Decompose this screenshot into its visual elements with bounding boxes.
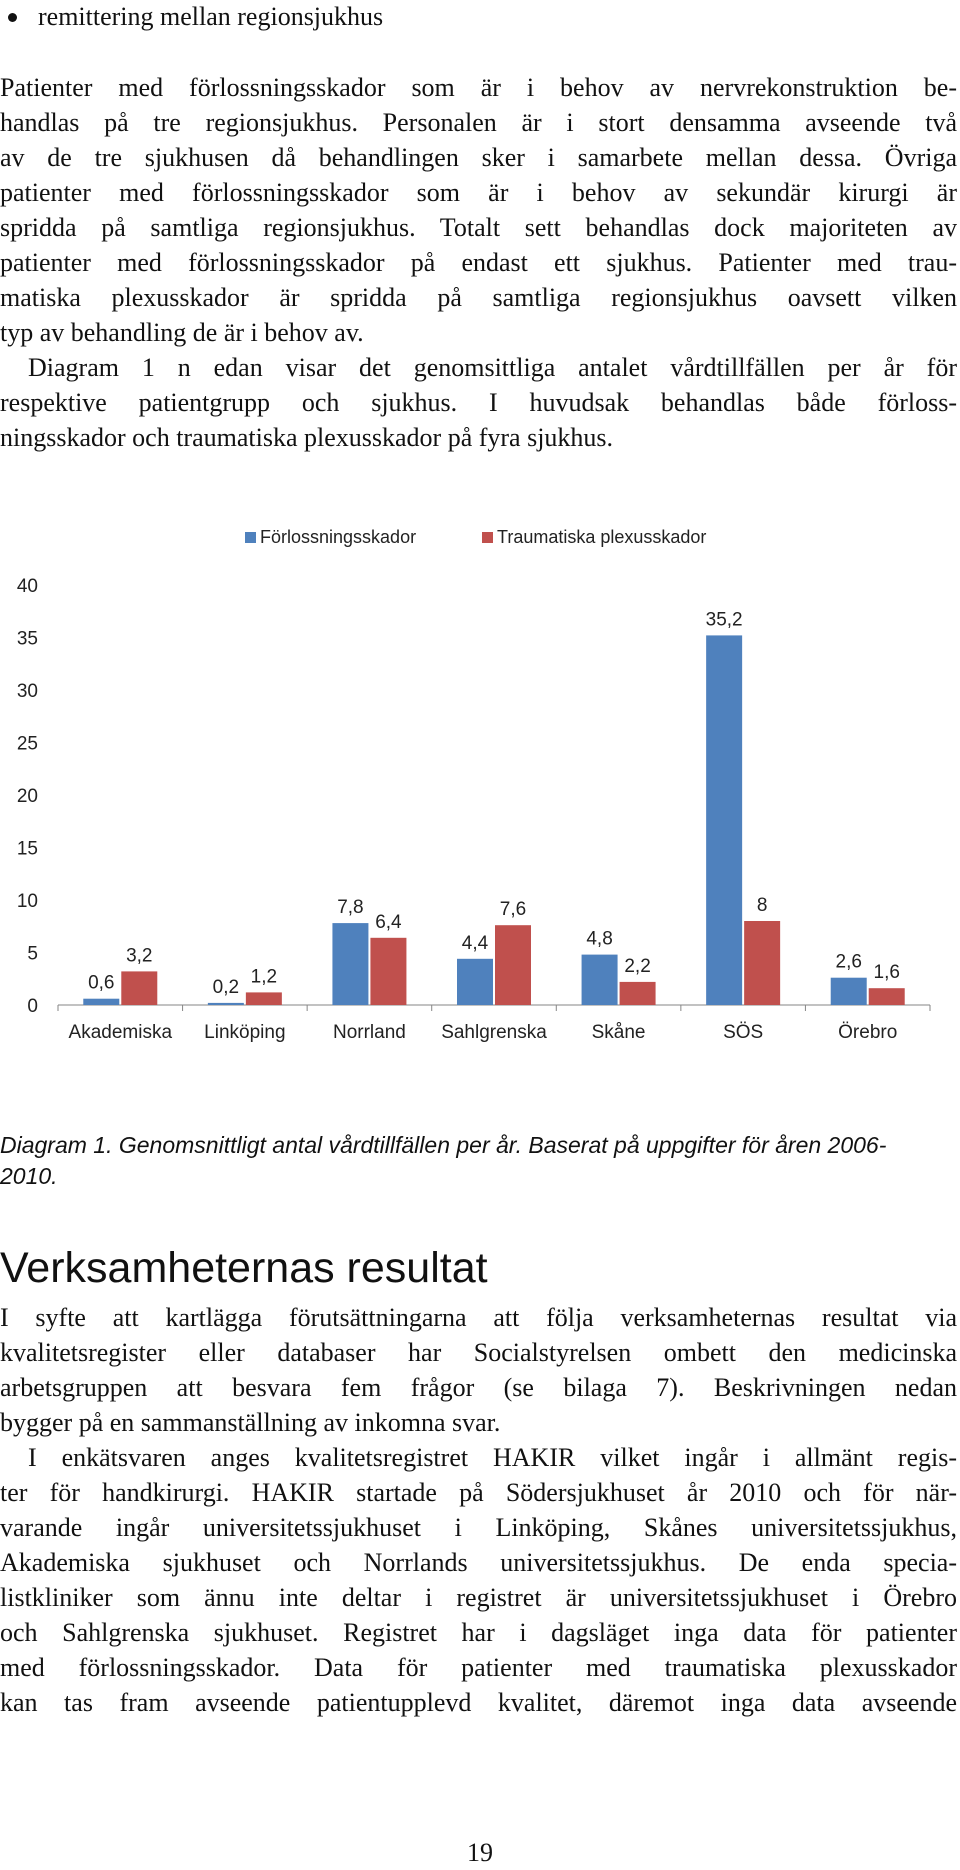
x-tick-label: SÖS: [723, 1022, 763, 1043]
paragraph-line: Diagram 1 n edan visar det genomsittliga…: [28, 353, 957, 382]
paragraph-line: kvalitetsregister eller databaser har So…: [0, 1338, 957, 1367]
paragraph-line: typ av behandling de är i behov av.: [0, 318, 364, 347]
legend-label: Förlossningsskador: [260, 527, 416, 547]
bar-forlossningsskador: [457, 958, 493, 1005]
y-tick-label: 35: [17, 629, 38, 650]
paragraph-line: patienter med förlossningsskador på enda…: [0, 248, 957, 277]
paragraph-line: arbetsgruppen att besvara fem frågor (se…: [0, 1373, 957, 1402]
chart-svg: 0 5 10 15 20 25 30 35 40 Akademiska 0,6 3,2 Linköpin…: [17, 527, 931, 1043]
page-number: 19: [467, 1838, 493, 1867]
paragraph-2: Diagram 1 n edan visar det genomsittliga…: [0, 350, 957, 455]
x-tick-label: Örebro: [838, 1022, 897, 1043]
data-label: 8: [757, 895, 768, 916]
bullet-dot-icon: [8, 13, 17, 22]
paragraph-line: varande ingår universitetssjukhuset i Li…: [0, 1513, 957, 1542]
bar-traumatiska: [495, 925, 531, 1005]
data-label: 4,4: [462, 933, 489, 954]
data-label: 2,6: [836, 952, 862, 973]
bar-forlossningsskador: [83, 998, 120, 1005]
paragraph-line: Akademiska sjukhuset och Norrlands unive…: [0, 1548, 957, 1577]
y-tick-label: 30: [17, 681, 38, 702]
x-tick-label: Norrland: [333, 1022, 406, 1043]
paragraph-4: I enkätsvaren anges kvalitetsregistret H…: [0, 1440, 957, 1720]
y-tick-label: 0: [27, 996, 38, 1017]
paragraph-line: listkliniker som ännu inte deltar i regi…: [0, 1583, 957, 1612]
data-label: 4,8: [586, 929, 612, 950]
x-tick-label: Linköping: [204, 1022, 285, 1043]
paragraph-line: I syfte att kartlägga förutsättningarna …: [0, 1303, 957, 1332]
paragraph-line: kan tas fram avseende patientupplevd kva…: [0, 1688, 957, 1717]
paragraph-line: handlas på tre regionsjukhus. Personalen…: [0, 108, 957, 137]
legend-swatch: [482, 532, 493, 543]
bar-forlossningsskador: [581, 954, 618, 1005]
bar-traumatiska: [121, 971, 158, 1005]
bar-traumatiska: [370, 937, 407, 1005]
data-label: 7,6: [500, 899, 526, 920]
y-tick-label: 10: [17, 891, 38, 912]
paragraph-line: matiska plexusskador är spridda på samtl…: [0, 283, 957, 312]
figure-caption: Diagram 1. Genomsnittligt antal vårdtill…: [0, 1132, 887, 1189]
bar-forlossningsskador: [207, 1002, 244, 1005]
data-label: 1,2: [251, 966, 277, 987]
bar-forlossningsskador: [706, 635, 743, 1005]
legend-label: Traumatiska plexusskador: [497, 527, 706, 547]
section-heading: Verksamheternas resultat: [0, 1244, 488, 1292]
data-label: 3,2: [126, 945, 152, 966]
bar-traumatiska: [744, 921, 781, 1005]
data-label: 1,6: [874, 962, 900, 983]
y-tick-label: 5: [27, 944, 38, 965]
bar-forlossningsskador: [332, 923, 369, 1005]
bar-chart: 0 5 10 15 20 25 30 35 40 Akademiska 0,6 3,2 Linköpin…: [0, 515, 960, 1060]
x-tick-label: Sahlgrenska: [441, 1022, 547, 1043]
x-tick-label: Akademiska: [69, 1022, 173, 1043]
paragraph-line: bygger på en sammanställning av inkomna …: [0, 1408, 501, 1437]
bar-traumatiska: [868, 988, 905, 1005]
paragraph-3: I syfte att kartlägga förutsättningarna …: [0, 1300, 957, 1440]
legend-swatch: [245, 532, 256, 543]
data-label: 7,8: [337, 897, 363, 918]
paragraph-line: Patienter med förlossningsskador som är …: [0, 73, 957, 102]
paragraph-1: Patienter med förlossningsskador som är …: [0, 70, 957, 350]
paragraph-line: med förlossningsskador. Data för patient…: [0, 1653, 957, 1682]
data-label: 6,4: [375, 912, 402, 933]
paragraph-line: ter för handkirurgi. HAKIR startade på S…: [0, 1478, 957, 1507]
data-label: 0,2: [213, 977, 239, 998]
y-tick-label: 20: [17, 786, 38, 807]
bullet-text: remittering mellan regionsjukhus: [38, 2, 384, 31]
bar-forlossningsskador: [830, 977, 867, 1005]
paragraph-line: ningsskador och traumatiska plexusskador…: [0, 423, 614, 452]
data-label: 2,2: [624, 956, 650, 977]
paragraph-line: patienter med förlossningsskador som är …: [0, 178, 957, 207]
paragraph-line: av de tre sjukhusen då behandlingen sker…: [0, 143, 957, 172]
data-label: 35,2: [706, 609, 743, 630]
bar-traumatiska: [245, 992, 282, 1005]
x-tick-label: Skåne: [592, 1022, 646, 1043]
y-tick-label: 40: [17, 576, 38, 597]
paragraph-line: och Sahlgrenska sjukhuset. Registret har…: [0, 1618, 957, 1647]
bar-traumatiska: [619, 981, 656, 1005]
data-label: 0,6: [88, 973, 114, 994]
paragraph-line: respektive patientgrupp och sjukhus. I h…: [0, 388, 957, 417]
paragraph-line: I enkätsvaren anges kvalitetsregistret H…: [28, 1443, 957, 1472]
bullet-item: remittering mellan regionsjukhus: [0, 0, 960, 36]
y-tick-label: 25: [17, 734, 38, 755]
y-tick-label: 15: [17, 839, 38, 860]
paragraph-line: spridda på samtliga regionsjukhus. Total…: [0, 213, 957, 242]
